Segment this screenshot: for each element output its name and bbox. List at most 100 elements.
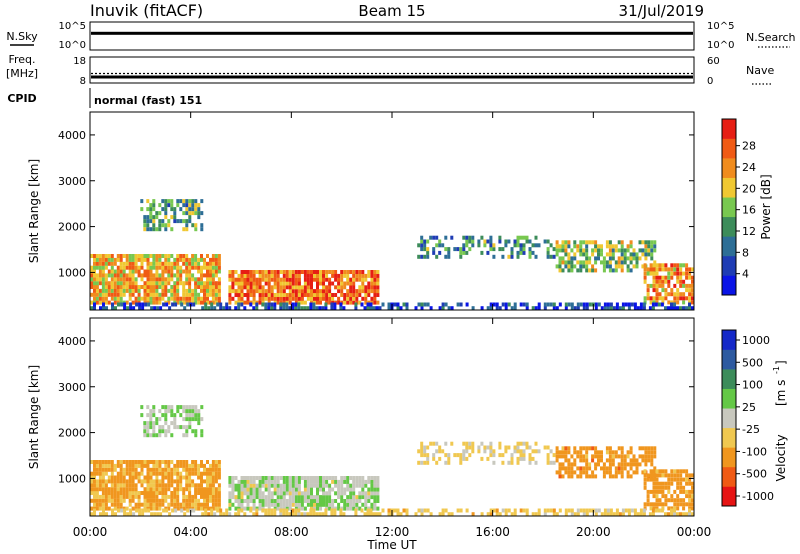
power-cell: [200, 281, 203, 286]
velocity-cell: [170, 471, 174, 476]
power-cell: [200, 285, 203, 289]
power-cell: [158, 227, 162, 232]
power-cell: [376, 270, 380, 274]
power-cell: [161, 288, 165, 293]
power-cell: [258, 293, 262, 297]
velocity-cell: [522, 441, 526, 446]
power-cell: [679, 271, 683, 276]
power-cell: [90, 273, 93, 278]
velocity-cell: [355, 483, 359, 488]
velocity-cell: [525, 441, 529, 446]
velocity-cell: [660, 508, 664, 513]
power-cell: [555, 248, 559, 253]
velocity-cell: [579, 474, 583, 479]
velocity-cell: [217, 483, 221, 488]
power-cell: [688, 267, 692, 272]
velocity-cell: [258, 487, 262, 492]
velocity-cell: [101, 491, 105, 495]
power-cell: [113, 288, 117, 293]
velocity-cell: [653, 454, 657, 459]
velocity-cell: [179, 471, 183, 476]
velocity-cell: [167, 409, 171, 414]
velocity-cell: [316, 495, 319, 500]
power-cell: [629, 256, 633, 261]
power-cell: [164, 285, 168, 289]
power-cell: [306, 306, 310, 311]
velocity-cell: [197, 475, 201, 480]
velocity-cell: [252, 487, 256, 492]
power-cell: [143, 254, 147, 258]
power-cell: [426, 254, 430, 259]
power-cell: [194, 300, 198, 305]
velocity-cell: [93, 494, 96, 499]
power-cell: [155, 215, 159, 220]
power-cell: [480, 250, 484, 255]
power-cell: [119, 269, 123, 274]
velocity-cell: [489, 508, 493, 513]
velocity-cell: [185, 433, 189, 438]
power-cell: [361, 285, 365, 290]
velocity-cell: [264, 512, 268, 517]
velocity-cell: [206, 487, 209, 492]
power-cell: [182, 300, 186, 305]
velocity-cell: [673, 512, 676, 517]
power-cell: [116, 257, 120, 262]
power-cell: [370, 285, 374, 290]
velocity-cell: [182, 487, 186, 492]
velocity-cell: [337, 491, 341, 496]
power-cell: [167, 223, 171, 228]
power-cell: [146, 254, 150, 258]
power-cell: [261, 302, 265, 307]
power-cell: [267, 306, 271, 311]
velocity-cell: [641, 446, 645, 451]
power-cell: [194, 296, 198, 301]
velocity-cell: [264, 502, 268, 507]
power-cell: [685, 275, 689, 280]
velocity-cell: [137, 494, 141, 499]
velocity-cell: [113, 463, 117, 468]
power-cell: [641, 252, 645, 257]
velocity-cell: [107, 463, 111, 468]
velocity-cell: [605, 466, 609, 471]
velocity-cell: [183, 512, 187, 517]
power-cell: [90, 281, 93, 286]
power-cell: [567, 268, 571, 273]
power-cell: [217, 292, 221, 297]
velocity-cell: [217, 502, 221, 507]
velocity-cell: [402, 508, 406, 513]
velocity-cell: [138, 508, 142, 513]
velocity-cell: [95, 494, 99, 499]
velocity-cell: [161, 487, 165, 492]
velocity-cell: [146, 483, 150, 488]
power-cell: [288, 277, 292, 282]
power-cell: [101, 281, 105, 286]
power-cell: [567, 260, 571, 265]
power-cell: [516, 243, 520, 248]
velocity-cell: [186, 508, 190, 513]
velocity-cell: [495, 512, 499, 517]
velocity-cell: [600, 450, 603, 455]
power-cell: [98, 265, 102, 270]
power-cell: [297, 293, 301, 297]
power-cell: [643, 267, 647, 272]
power-cell: [116, 277, 120, 282]
power-cell: [185, 281, 189, 286]
velocity-cell: [147, 508, 151, 513]
power-cell: [261, 296, 265, 301]
power-cell: [303, 285, 307, 290]
power-cell: [376, 289, 380, 294]
power-cell: [679, 275, 683, 280]
power-cell: [214, 288, 218, 293]
power-cell: [291, 270, 295, 274]
velocity-cell: [110, 479, 114, 484]
velocity-cell: [285, 479, 289, 484]
power-cell: [306, 285, 310, 290]
power-cell: [143, 215, 147, 220]
velocity-cell: [621, 508, 625, 513]
power-cell: [161, 223, 165, 228]
velocity-cell: [188, 487, 192, 492]
velocity-cell: [561, 474, 565, 479]
power-cell: [567, 302, 571, 307]
power-cell: [113, 285, 117, 289]
power-cell: [206, 277, 209, 282]
